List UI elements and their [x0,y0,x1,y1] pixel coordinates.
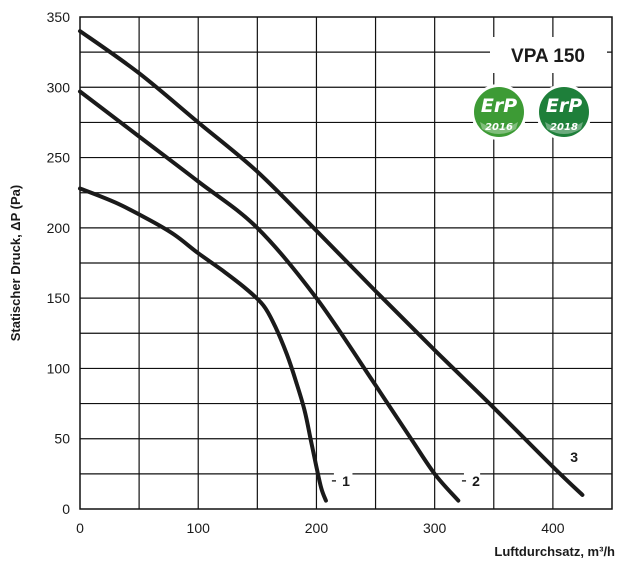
grid [80,17,612,509]
x-tick-label: 400 [541,520,565,536]
model-title: VPA 150 [511,46,585,67]
x-tick-label: 200 [305,520,329,536]
x-tick-label: 100 [187,520,211,536]
x-tick-labels: 0 100 200 300 400 [76,520,565,536]
erp-badge-year: 2018 [550,122,578,133]
x-axis-title: Luftdurchsatz, m³/h [494,544,615,559]
erp-badge-year: 2016 [485,122,513,133]
series-labels: 1 2 3 [331,449,578,490]
series-label-background [333,469,353,490]
plot-frame [79,16,613,510]
series-lines [78,29,585,503]
y-tick-label: 0 [62,501,70,517]
y-tick-label: 200 [47,220,71,236]
erp-2018-badge: ErP 2018 [536,84,592,140]
x-tick-label: 300 [423,520,447,536]
erp-badge-text: ErP [546,95,582,117]
y-tick-label: 150 [47,290,71,306]
series-label-3: 3 [570,449,578,465]
erp-2016-badge: ErP 2016 [471,84,527,140]
erp-badge-text: ErP [481,95,517,117]
series-label-background [463,469,481,490]
y-tick-label: 350 [47,9,71,25]
x-tick-label: 0 [76,520,84,536]
y-tick-label: 300 [47,79,71,95]
series-line-1 [78,186,328,503]
series-line-2 [78,89,461,503]
y-axis-title: Statischer Druck, ΔP (Pa) [8,185,23,342]
y-tick-label: 250 [47,150,71,166]
model-box: VPA 150 [490,37,607,73]
series-line-3 [78,29,585,497]
y-tick-labels: 0 50 100 150 200 250 300 350 [47,9,71,517]
series-label-2: 2 [472,473,480,489]
series-label-1: 1 [342,473,350,489]
y-tick-label: 100 [47,360,71,376]
y-tick-label: 50 [54,431,70,447]
